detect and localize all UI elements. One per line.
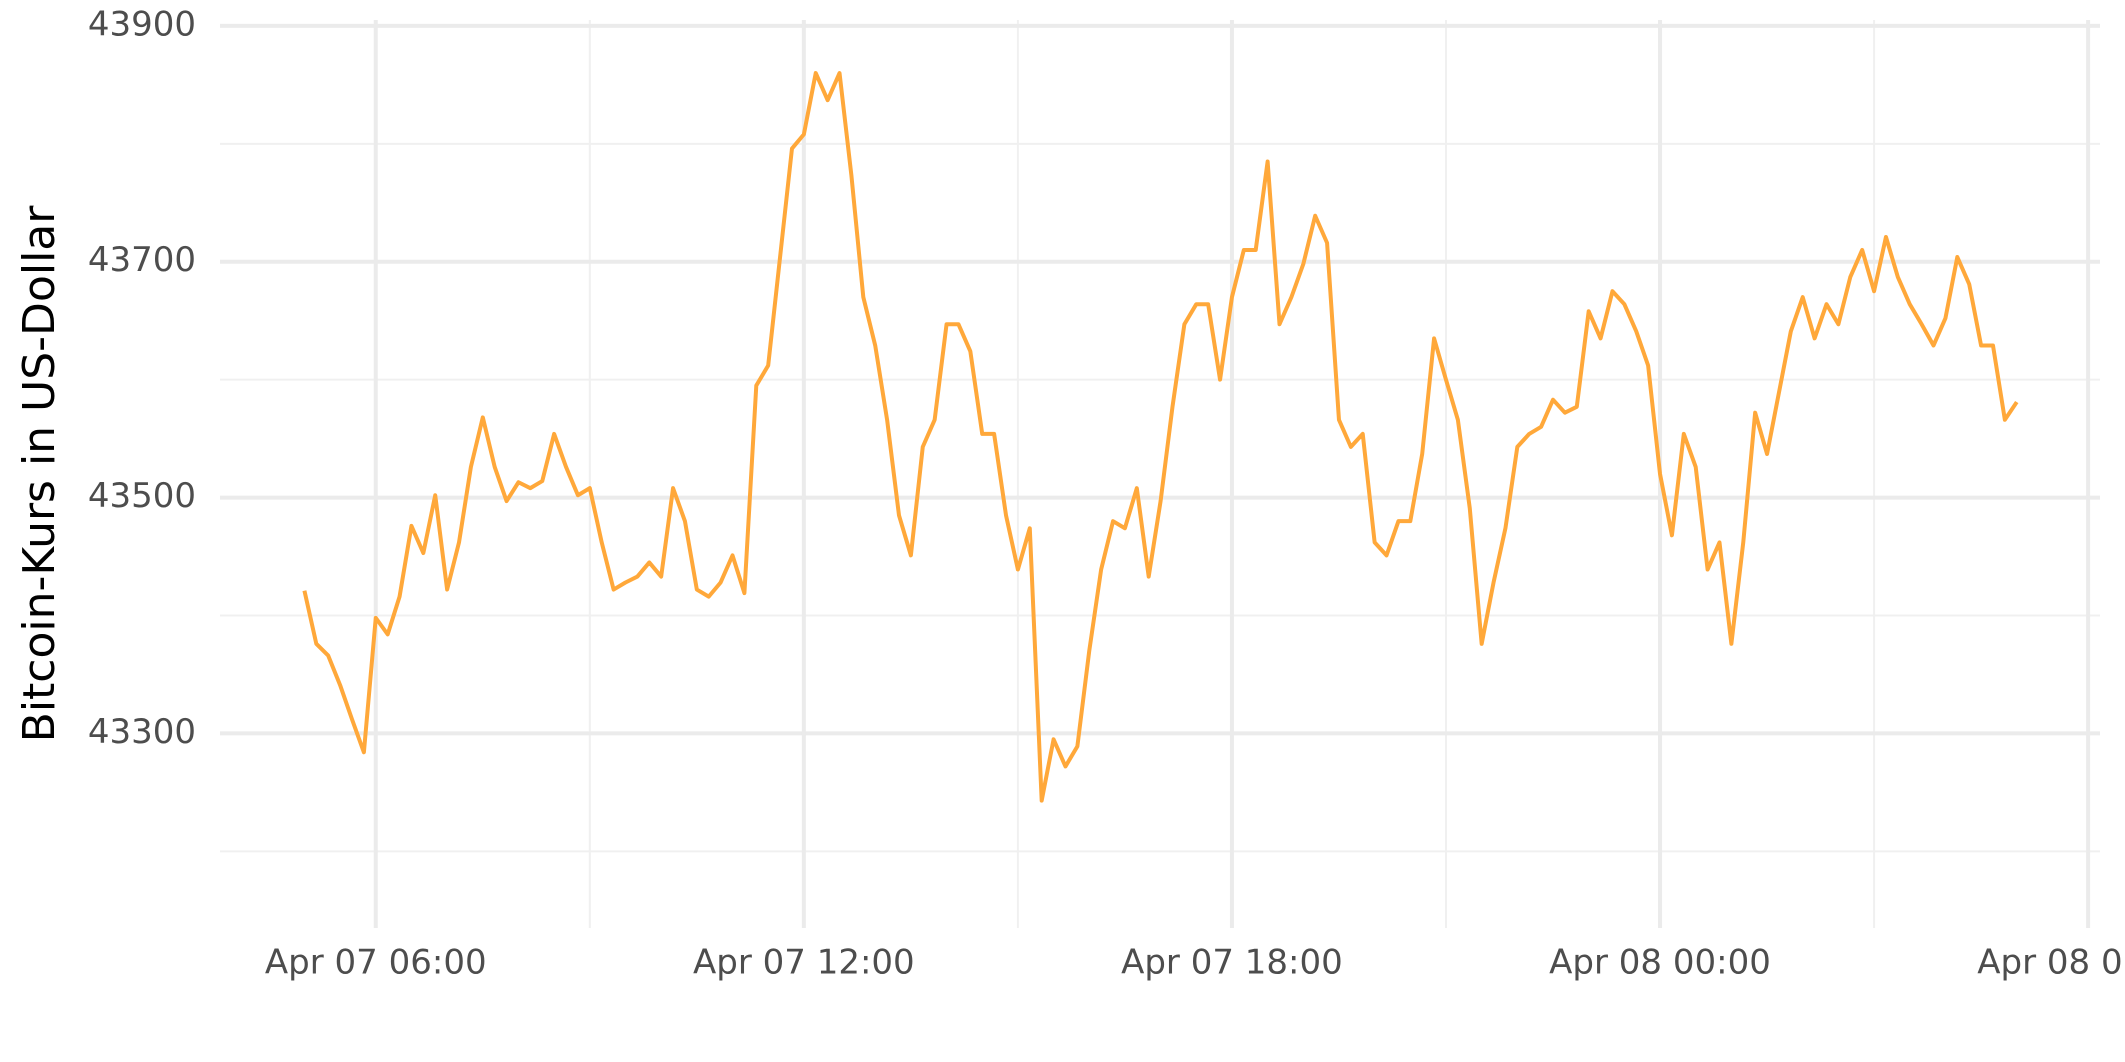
y-tick-label: 43700 [88, 240, 196, 280]
x-tick-label: Apr 07 06:00 [265, 943, 487, 983]
x-tick-label: Apr 08 00:00 [1549, 943, 1771, 983]
x-tick-label: Apr 07 12:00 [693, 943, 915, 983]
y-tick-label: 43300 [88, 712, 196, 752]
y-axis-label: Bitcoin-Kurs in US-Dollar [14, 205, 65, 743]
y-tick-label: 43500 [88, 476, 196, 516]
y-tick-label: 43900 [88, 4, 196, 44]
price-line [302, 71, 2019, 803]
x-tick-label: Apr 08 06:00 [1977, 943, 2125, 983]
x-tick-label: Apr 07 18:00 [1121, 943, 1343, 983]
